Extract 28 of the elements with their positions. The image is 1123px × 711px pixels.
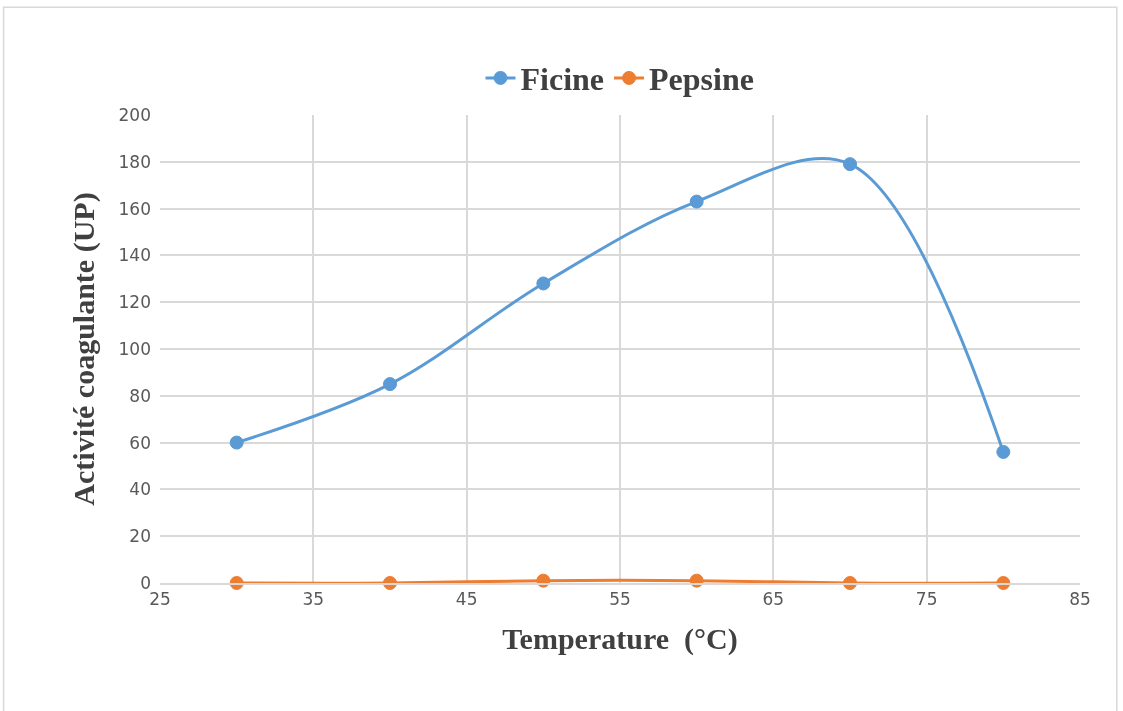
- x-tick-label: 65: [762, 589, 785, 610]
- point: [996, 444, 1011, 459]
- point: [536, 276, 551, 291]
- x-tick-label: 25: [149, 589, 171, 610]
- x-tick-label: 85: [1069, 589, 1091, 610]
- legend-label: Ficine: [520, 61, 605, 98]
- x-tick-label: 45: [455, 589, 478, 610]
- y-tick-label: 160: [118, 198, 151, 219]
- y-tick-label: 100: [118, 338, 151, 359]
- legend-label: Pepsine: [649, 61, 754, 98]
- x-axis-title: Temperature (°C): [502, 622, 738, 657]
- y-tick-label: 40: [129, 479, 151, 500]
- x-tick-label: 35: [302, 589, 325, 610]
- x-tick-label: 55: [609, 589, 631, 610]
- y-tick-label: 140: [118, 245, 151, 266]
- y-tick-label: 120: [118, 292, 151, 313]
- x-tick-label: 75: [915, 589, 938, 610]
- point: [689, 194, 704, 209]
- y-tick-label: 180: [118, 151, 151, 172]
- y-tick-label: 200: [118, 104, 151, 125]
- y-tick-label: 80: [129, 385, 151, 406]
- y-tick-label: 20: [129, 526, 151, 547]
- y-tick-label: 0: [140, 572, 151, 593]
- point: [229, 435, 244, 450]
- y-axis-title: Activité coagulante (UP): [66, 192, 101, 506]
- point: [383, 377, 397, 392]
- point: [843, 157, 857, 172]
- y-tick-label: 60: [129, 432, 151, 453]
